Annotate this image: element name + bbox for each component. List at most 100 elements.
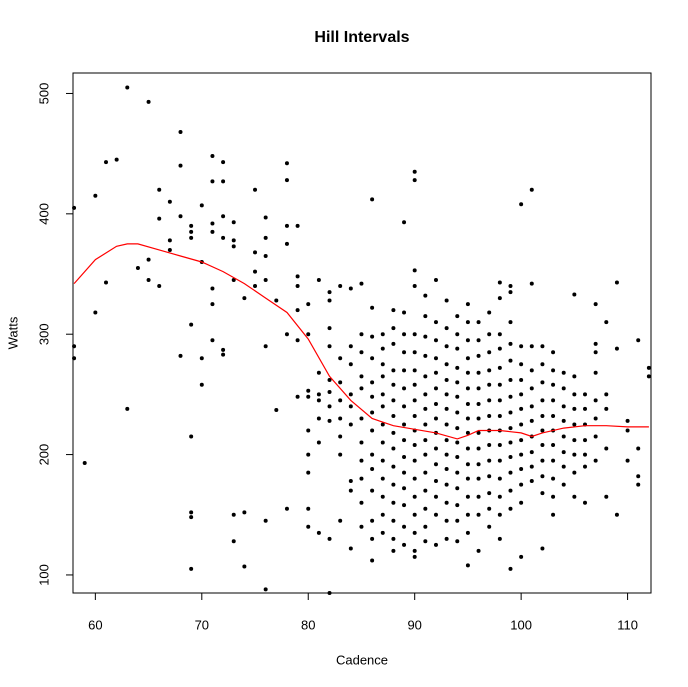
data-point [274, 408, 279, 413]
data-point [391, 536, 396, 541]
data-point [455, 346, 460, 351]
data-point [593, 302, 598, 307]
data-point [412, 512, 417, 517]
data-point [487, 350, 492, 355]
data-point [487, 382, 492, 387]
data-point [455, 314, 460, 319]
data-point [412, 268, 417, 273]
data-point [210, 179, 215, 184]
data-point [412, 548, 417, 553]
data-point [476, 476, 481, 481]
data-point [508, 454, 513, 459]
data-point [348, 404, 353, 409]
data-point [412, 169, 417, 174]
data-point [561, 450, 566, 455]
data-point [540, 491, 545, 496]
data-point [402, 332, 407, 337]
data-point [551, 350, 556, 355]
data-point [614, 512, 619, 517]
data-point [561, 370, 566, 375]
data-point [455, 454, 460, 459]
data-point [82, 461, 87, 465]
data-point [433, 320, 438, 325]
data-point [529, 418, 534, 423]
data-point [306, 302, 311, 307]
data-point [199, 382, 204, 387]
data-point [572, 494, 577, 499]
data-point [402, 350, 407, 355]
data-point [423, 422, 428, 427]
data-point [508, 506, 513, 511]
x-tick-label: 110 [617, 617, 638, 632]
data-point [636, 474, 641, 479]
data-point [583, 438, 588, 443]
data-point [423, 539, 428, 544]
data-point [455, 503, 460, 508]
data-point [295, 274, 300, 279]
data-point [487, 442, 492, 447]
data-point [476, 446, 481, 451]
data-point [412, 476, 417, 481]
data-point [487, 491, 492, 496]
data-point [625, 458, 630, 463]
data-point [551, 512, 556, 517]
data-point [551, 398, 556, 403]
data-point [455, 426, 460, 431]
data-point [455, 380, 460, 385]
data-point [551, 414, 556, 419]
data-point [583, 500, 588, 505]
data-point [72, 344, 77, 349]
data-point [519, 392, 524, 397]
y-tick-label: 200 [36, 444, 51, 466]
data-point [423, 470, 428, 475]
data-point [423, 524, 428, 529]
data-point [167, 238, 172, 243]
data-point [433, 479, 438, 484]
data-point [519, 422, 524, 427]
data-point [519, 554, 524, 559]
data-point [316, 392, 321, 397]
data-point [604, 406, 609, 411]
data-point [455, 332, 460, 337]
data-point [604, 494, 609, 499]
data-point [465, 462, 470, 467]
data-point [412, 530, 417, 535]
data-point [529, 479, 534, 484]
data-point [380, 476, 385, 481]
data-point [583, 452, 588, 457]
data-point [444, 438, 449, 443]
data-point [103, 280, 108, 285]
data-point [348, 422, 353, 427]
data-point [338, 452, 343, 457]
data-point [561, 464, 566, 469]
data-point [433, 338, 438, 343]
data-point [465, 320, 470, 325]
data-point [444, 326, 449, 331]
data-point [391, 500, 396, 505]
x-tick-label: 90 [407, 617, 421, 632]
data-point [189, 515, 194, 520]
data-point [338, 518, 343, 523]
data-point [103, 160, 108, 165]
data-point [636, 446, 641, 451]
data-point [295, 338, 300, 343]
data-point [263, 587, 268, 592]
data-point [433, 278, 438, 283]
data-point [433, 512, 438, 517]
data-point [316, 398, 321, 403]
data-point [306, 332, 311, 337]
data-point [444, 377, 449, 382]
data-point [476, 416, 481, 421]
data-point [519, 452, 524, 457]
data-point [370, 356, 375, 361]
x-tick-label: 60 [88, 617, 102, 632]
data-point [380, 404, 385, 409]
data-point [636, 482, 641, 487]
data-point [551, 458, 556, 463]
data-point [412, 458, 417, 463]
data-point [359, 476, 364, 481]
data-point [455, 394, 460, 399]
data-point [210, 286, 215, 291]
data-point [508, 470, 513, 475]
data-point [433, 356, 438, 361]
